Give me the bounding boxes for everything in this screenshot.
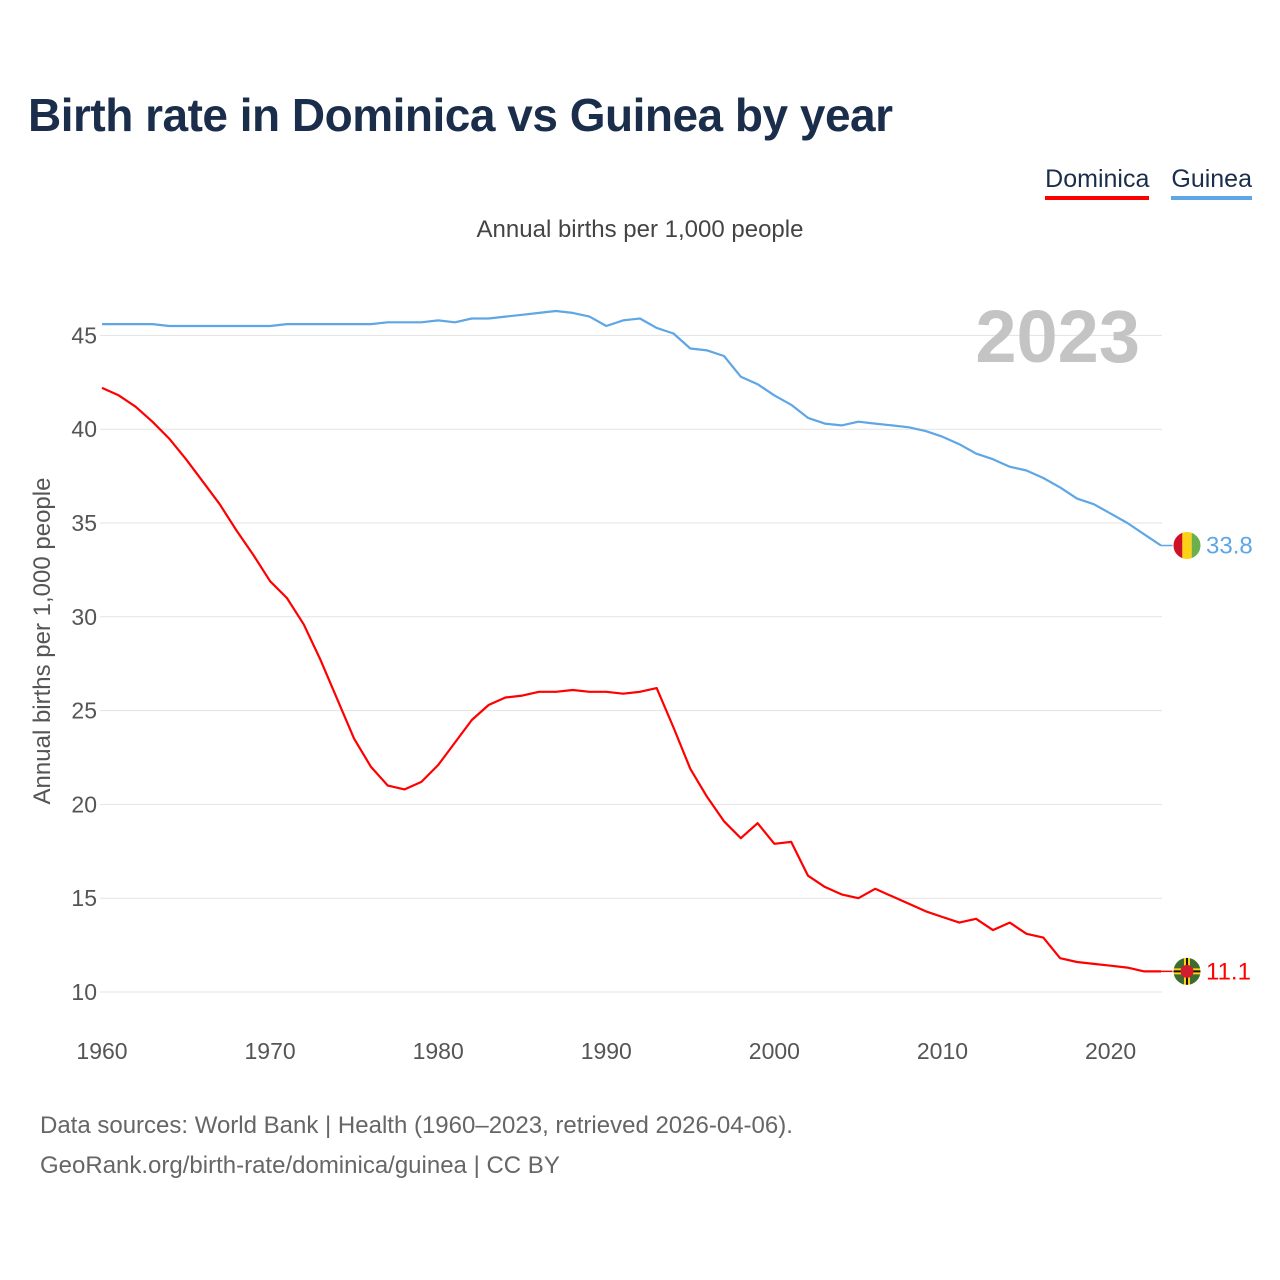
y-tick-label: 35: [71, 510, 97, 536]
x-tick-label: 1970: [245, 1038, 296, 1064]
y-tick-label: 20: [71, 791, 97, 817]
end-markers: 11.1 33.8: [1161, 531, 1253, 986]
x-axis-ticks: 1960 1970 1980 1990 2000 2010 2020: [76, 1038, 1136, 1064]
legend-item-dominica[interactable]: Dominica: [1045, 165, 1150, 200]
chart-subtitle: Annual births per 1,000 people: [476, 216, 804, 243]
legend: Dominica Guinea: [1045, 165, 1252, 200]
legend-item-guinea[interactable]: Guinea: [1171, 165, 1252, 200]
series-line-guinea[interactable]: [102, 309, 1162, 547]
y-tick-label: 15: [71, 885, 97, 911]
y-tick-label: 25: [71, 698, 97, 724]
flag-icon-guinea: [1172, 531, 1202, 561]
x-tick-label: 1960: [76, 1038, 127, 1064]
y-axis-ticks: 10 15 20 25 30 35 40 45: [71, 322, 97, 1005]
y-tick-label: 45: [71, 322, 97, 348]
flag-icon-dominica: [1172, 956, 1202, 986]
y-axis-label: Annual births per 1,000 people: [29, 478, 56, 805]
source-line-1: Data sources: World Bank | Health (1960–…: [40, 1112, 793, 1139]
y-tick-label: 40: [71, 416, 97, 442]
x-tick-label: 1980: [413, 1038, 464, 1064]
x-tick-label: 2020: [1085, 1038, 1136, 1064]
x-tick-label: 2010: [917, 1038, 968, 1064]
series-lines: [101, 309, 1162, 973]
gridlines: [100, 334, 1162, 993]
source-line-2[interactable]: GeoRank.org/birth-rate/dominica/guinea |…: [40, 1152, 560, 1179]
series-line-dominica[interactable]: [101, 386, 1161, 973]
source-note: Data sources: World Bank | Health (1960–…: [40, 1106, 793, 1186]
y-tick-label: 30: [71, 604, 97, 630]
y-tick-label: 10: [71, 979, 97, 1005]
x-tick-label: 1990: [581, 1038, 632, 1064]
end-value-label-dominica: 11.1: [1206, 958, 1251, 985]
x-tick-label: 2000: [749, 1038, 800, 1064]
page-title: Birth rate in Dominica vs Guinea by year: [28, 89, 893, 141]
end-value-label-guinea: 33.8: [1206, 533, 1253, 560]
year-watermark: 2023: [975, 295, 1140, 378]
